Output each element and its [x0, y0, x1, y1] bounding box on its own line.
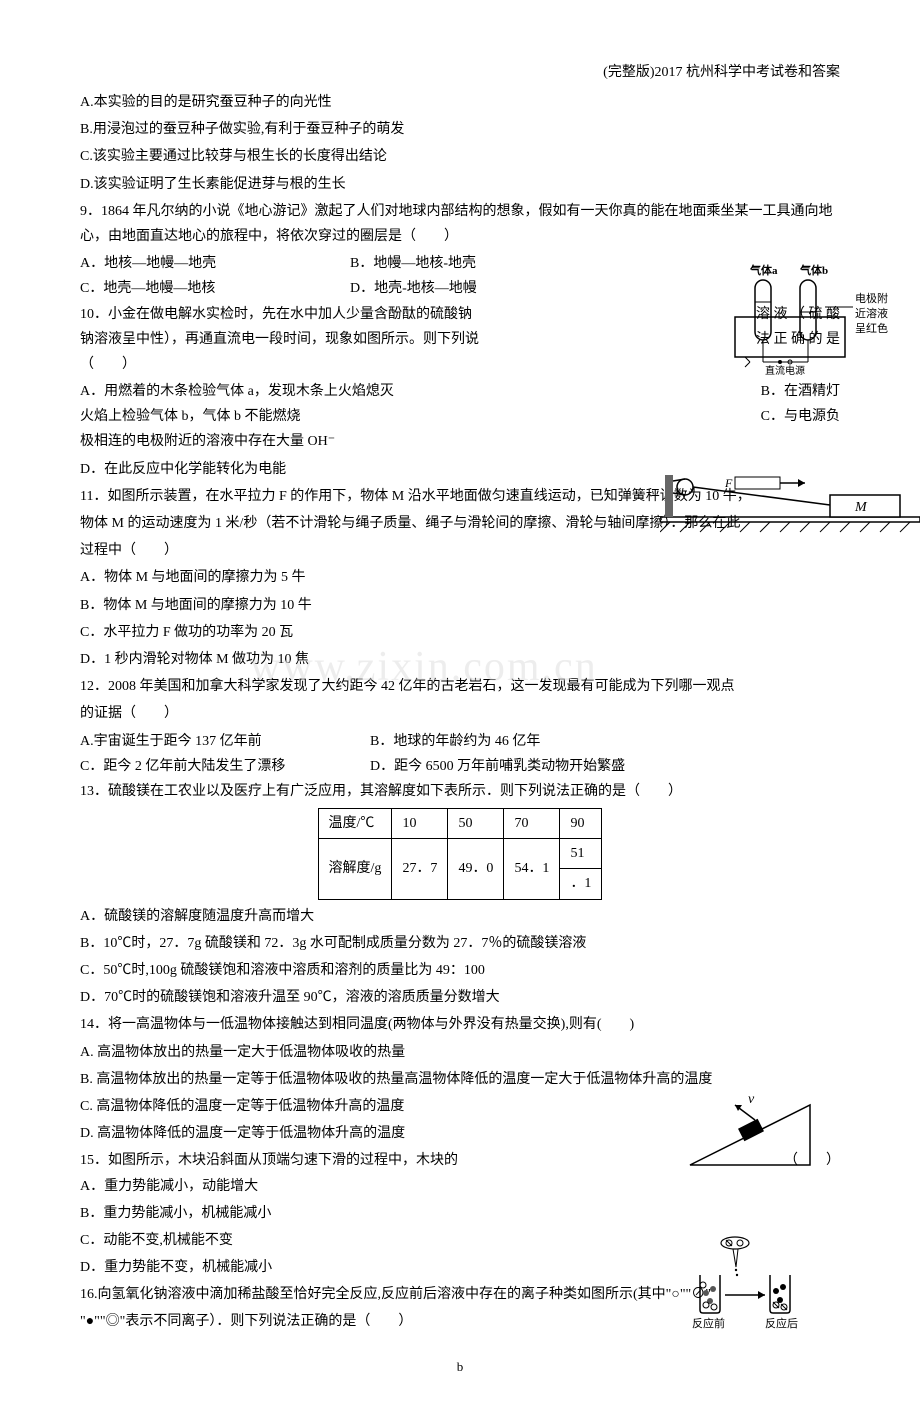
q11-stem3: 过程中（ ） — [80, 538, 840, 563]
q13-option-b: B．10℃时，27．7g 硫酸镁和 72．3g 水可配制成质量分数为 27．7％… — [80, 931, 840, 956]
q13-option-a: A．硫酸镁的溶解度随温度升高而增大 — [80, 904, 840, 929]
q10-line2b: 法 正 确 的 是 — [756, 327, 840, 352]
q13-table: 温度/℃ 10 50 70 90 溶解度/g 27．7 49．0 54．1 51… — [318, 808, 603, 900]
q8-option-c: C.该实验主要通过比较芽与根生长的长度得出结论 — [80, 144, 840, 169]
q13-td-v70: 54．1 — [504, 839, 560, 899]
before-label: 反应前 — [692, 1316, 725, 1330]
q12-option-c: C．距今 2 亿年前大陆发生了漂移 — [80, 754, 350, 779]
q13-td-sol: 溶解度/g — [318, 839, 392, 899]
q14-option-b: B. 高温物体放出的热量一定等于低温物体吸收的热量高温物体降低的温度一定大于低温… — [80, 1067, 840, 1092]
q10-line1b: 溶 液 （ 硫 酸 — [756, 302, 840, 327]
q11-option-d: D．1 秒内滑轮对物体 M 做功为 10 焦 — [80, 647, 840, 672]
q13-stem: 13．硫酸镁在工农业以及医疗上有广泛应用，其溶解度如下表所示．则下列说法正确的是… — [80, 779, 840, 804]
q9-option-a: A．地核—地幔—地壳 — [80, 251, 330, 276]
f-label: F — [724, 476, 733, 490]
m-label: M — [854, 500, 868, 515]
page-footer: b — [80, 1355, 840, 1378]
after-label: 反应后 — [765, 1316, 798, 1330]
q8-option-d: D.该实验证明了生长素能促进芽与根的生长 — [80, 172, 840, 197]
q10-line3: （ ） — [80, 352, 840, 377]
q10-option-b: B．在酒精灯 — [761, 379, 840, 404]
q8-option-a: A.本实验的目的是研究蚕豆种子的向光性 — [80, 90, 840, 115]
q15-stem: 15．如图所示，木块沿斜面从顶端匀速下滑的过程中，木块的 — [80, 1148, 580, 1173]
q15-option-b: B．重力势能减小，机械能减小 — [80, 1201, 840, 1226]
q16-diagram: 反应前 反应后 — [670, 1235, 820, 1325]
q12-option-d: D．距今 6500 万年前哺乳类动物开始繁盛 — [370, 754, 625, 779]
q9-option-d: D．地壳-地核—地幔 — [350, 276, 477, 301]
q10-option-c: C．与电源负 — [761, 404, 840, 429]
q12-stem2: 的证据（ ） — [80, 701, 840, 726]
q13-option-d: D．70℃时的硫酸镁饱和溶液升温至 90℃，溶液的溶质质量分数增大 — [80, 985, 840, 1010]
page-header: (完整版)2017 杭州科学中考试卷和答案 — [603, 60, 840, 85]
q10-option-c-cont: 极相连的电极附近的溶液中存在大量 OH⁻ — [80, 429, 840, 454]
q13-th-10: 10 — [392, 809, 448, 839]
electrode-label-1: 电极附 — [855, 291, 888, 305]
q13-th-50: 50 — [448, 809, 504, 839]
q12-stem1: 12．2008 年美国和加拿大科学家发现了大约距今 42 亿年的古老岩石，这一发… — [80, 674, 840, 699]
q13-th-temp: 温度/℃ — [318, 809, 392, 839]
q11-option-a: A．物体 M 与地面间的摩擦力为 5 牛 — [80, 565, 840, 590]
document-body: A.本实验的目的是研究蚕豆种子的向光性 B.用浸泡过的蚕豆种子做实验,有利于蚕豆… — [80, 90, 840, 1378]
q13-option-c: C．50℃时,100g 硫酸镁饱和溶液中溶质和溶剂的质量比为 49：100 — [80, 958, 840, 983]
gas-a-label: 气体a — [749, 263, 778, 277]
q9-stem: 9．1864 年凡尔纳的小说《地心游记》激起了人们对地球内部结构的想象，假如有一… — [80, 199, 840, 249]
gas-b-label: 气体b — [799, 263, 828, 277]
q11-option-b: B．物体 M 与地面间的摩擦力为 10 牛 — [80, 593, 840, 618]
q12-option-b: B．地球的年龄约为 46 亿年 — [370, 729, 540, 754]
q11-diagram: M F — [660, 475, 920, 535]
q13-th-70: 70 — [504, 809, 560, 839]
electrode-label-2: 近溶液 — [855, 306, 888, 320]
q13-td-v90a: 51 — [560, 839, 602, 869]
electrode-label-3: 呈红色 — [855, 321, 888, 335]
q13-td-v50: 49．0 — [448, 839, 504, 899]
q10-option-a: A．用燃着的木条检验气体 a，发现木条上火焰熄灭 — [80, 379, 570, 404]
q10-line1: 10．小金在做电解水实检时，先在水中加人少量含酚酞的硫酸钠 — [80, 302, 570, 327]
q14-option-a: A. 高温物体放出的热量一定大于低温物体吸收的热量 — [80, 1040, 840, 1065]
q13-td-v10: 27．7 — [392, 839, 448, 899]
v-label: v — [748, 1095, 755, 1107]
q11-option-c: C．水平拉力 F 做功的功率为 20 瓦 — [80, 620, 840, 645]
q10-option-b-cont: 火焰上检验气体 b，气体 b 不能燃烧 — [80, 404, 570, 429]
q9-option-c: C．地壳—地幔—地核 — [80, 276, 330, 301]
q9-option-b: B．地幔—地核-地壳 — [350, 251, 476, 276]
q13-td-v90b: ．1 — [560, 869, 602, 899]
q15-diagram: v — [680, 1095, 820, 1175]
q15-option-a: A．重力势能减小，动能增大 — [80, 1174, 840, 1199]
q13-th-90: 90 — [560, 809, 602, 839]
q8-option-b: B.用浸泡过的蚕豆种子做实验,有利于蚕豆种子的萌发 — [80, 117, 840, 142]
q10-line2: 钠溶液呈中性），再通直流电一段时间，现象如图所示。则下列说 — [80, 327, 570, 352]
q14-stem: 14．将一高温物体与一低温物体接触达到相同温度(两物体与外界没有热量交换),则有… — [80, 1012, 840, 1037]
q12-option-a: A.宇宙诞生于距今 137 亿年前 — [80, 729, 350, 754]
